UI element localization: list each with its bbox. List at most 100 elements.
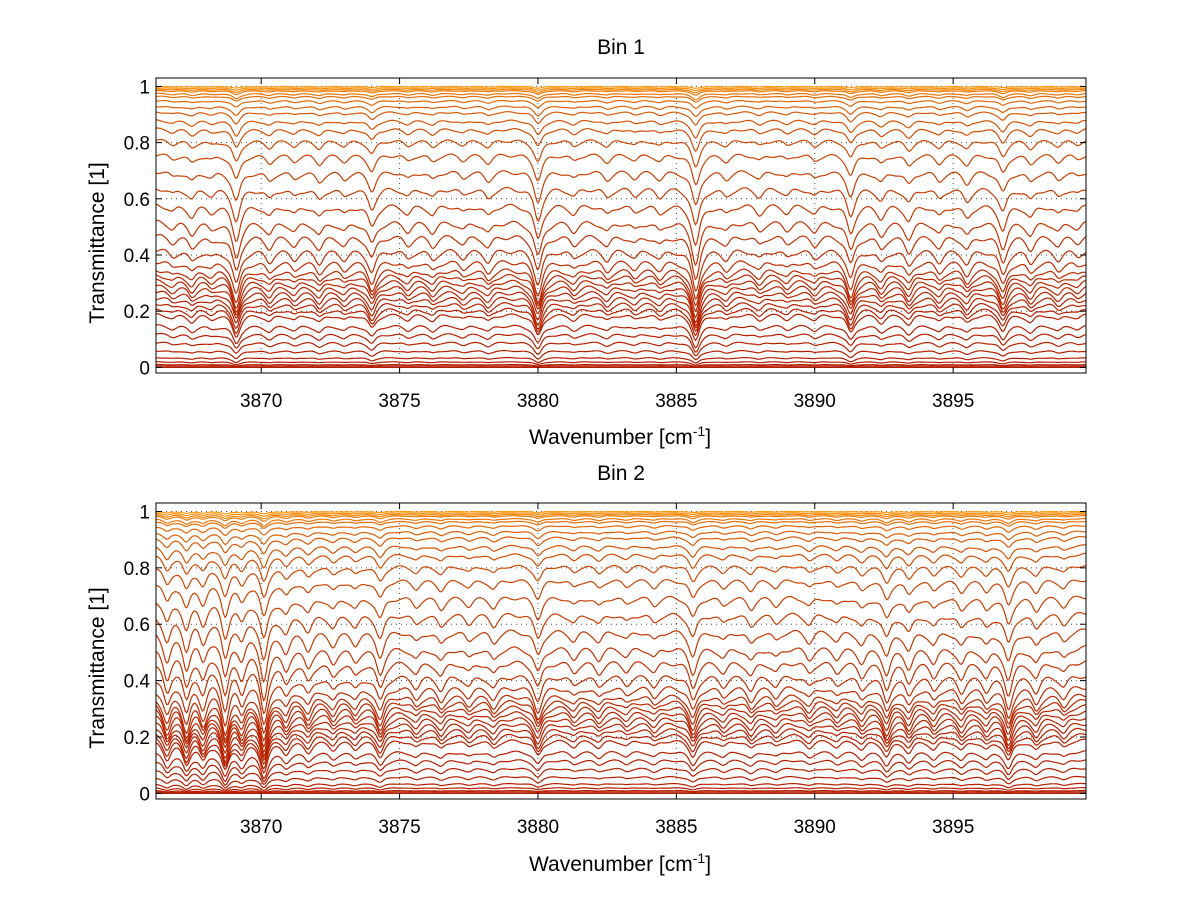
- bin-1-series-37: [156, 87, 1086, 92]
- bin-1-title: Bin 1: [597, 36, 645, 59]
- bin-2-xlabel: Wavenumber [cm-1]: [529, 850, 711, 876]
- bin-1-series-3: [156, 363, 1086, 367]
- bin-2-title: Bin 2: [597, 462, 645, 485]
- bin-1-series-22: [155, 219, 1087, 267]
- bin-2-xtick-label-5: 3895: [932, 817, 974, 838]
- bin-2-ytick-label-4: 0.8: [124, 559, 150, 580]
- bin-2-series-38: [156, 510, 1086, 515]
- bin-2-series-10: [155, 738, 1087, 774]
- bin-1-series-7: [155, 341, 1087, 357]
- bin-2-series-28: [155, 552, 1087, 582]
- bin-1-series-31: [155, 105, 1086, 118]
- bin-1-series-33: [155, 95, 1087, 103]
- bin-2-xtick-label-0: 3870: [240, 817, 282, 838]
- bin-1-series-36: [156, 88, 1086, 94]
- bin-1-series-38: [156, 85, 1087, 89]
- bin-2-ytick-label-0: 0: [139, 784, 150, 805]
- bin-1-ytick-label-3: 0.6: [124, 190, 150, 211]
- bin-2-ytick-label-2: 0.4: [124, 672, 151, 693]
- bin-2-series-4: [155, 786, 1086, 793]
- bin-1-axes-frame: [155, 77, 1087, 374]
- bin-2-series-24: [155, 611, 1087, 662]
- bin-1-series-30: [155, 111, 1087, 126]
- bin-1-ytick-label-0: 0: [139, 358, 150, 379]
- bin-1-series-18: [155, 268, 1087, 307]
- bin-1-ytick-label-1: 0.2: [124, 302, 150, 323]
- bin-2-series-21: [155, 660, 1087, 715]
- bin-1-series-8: [155, 332, 1087, 353]
- bin-2-series-29: [155, 544, 1087, 569]
- bin-2-series-23: [155, 628, 1087, 684]
- bin-1-series-24: [155, 186, 1087, 226]
- bin-1-series-12: [155, 302, 1086, 332]
- bin-2-series-34: [155, 517, 1087, 527]
- bin-1-series-35: [155, 89, 1086, 96]
- bin-2-series-25: [155, 595, 1087, 641]
- bin-2-plot-area: [155, 510, 1087, 794]
- bin-2-series-18: [155, 693, 1087, 742]
- bin-1-series-19: [155, 260, 1087, 300]
- bin-1-series-23: [155, 203, 1086, 247]
- bin-1-ytick-label-4: 0.8: [124, 134, 150, 155]
- bin-1-xtick-label-4: 3890: [794, 391, 836, 412]
- bin-2-series-33: [155, 520, 1087, 529]
- bin-2-series-35: [155, 515, 1086, 522]
- bin-2-series-27: [155, 564, 1087, 598]
- bin-2-series-8: [155, 759, 1087, 783]
- bin-2-xtick-label-3: 3885: [655, 817, 697, 838]
- bin-2-series-6: [155, 775, 1086, 789]
- bin-2-xtick-label-2: 3880: [517, 817, 559, 838]
- bin-1-series-34: [155, 92, 1087, 101]
- bin-1-xtick-label-1: 3875: [378, 391, 420, 412]
- bin-2-panel: Bin 2 Transmittance [1] Wavenumber [cm-1…: [86, 462, 1087, 876]
- bin-1-xtick-label-5: 3895: [932, 391, 974, 412]
- bin-2-series-7: [155, 767, 1087, 786]
- bin-1-series-20: [155, 248, 1087, 292]
- bin-1-xtick-label-0: 3870: [240, 391, 282, 412]
- bin-1-series-11: [155, 307, 1087, 337]
- bin-2-xtick-label-4: 3890: [794, 817, 836, 838]
- bin-2-series-3: [155, 789, 1086, 794]
- bin-2-series-22: [155, 645, 1087, 702]
- bin-2-ytick-label-5: 1: [139, 502, 150, 523]
- bin-1-series-17: [155, 273, 1087, 313]
- bin-2-series-32: [155, 525, 1087, 537]
- bin-2-series-5: [155, 782, 1087, 792]
- bin-2-series-17: [155, 698, 1087, 749]
- bin-1-series-28: [155, 127, 1087, 152]
- bin-2-series-11: [155, 733, 1087, 770]
- bin-2-ytick-label-3: 0.6: [124, 615, 150, 636]
- bin-1-series-32: [155, 100, 1087, 109]
- bin-2-series-9: [155, 750, 1087, 780]
- bin-2-axes-frame: [155, 502, 1087, 800]
- bin-1-series-21: [155, 233, 1087, 281]
- bin-2-series-2: [156, 791, 1086, 794]
- bin-1-series-15: [155, 284, 1087, 324]
- bin-1-xtick-label-2: 3880: [517, 391, 559, 412]
- bin-1-panel: Bin 1 Transmittance [1] Wavenumber [cm-1…: [86, 36, 1087, 449]
- bin-1-series-2: [156, 365, 1086, 368]
- bin-1-series-13: [155, 296, 1087, 329]
- bin-2-ytick-label-1: 0.2: [124, 728, 150, 749]
- bin-2-ylabel: Transmittance [1]: [86, 587, 109, 748]
- bin-2-series-37: [155, 512, 1086, 517]
- bin-2-series-20: [155, 675, 1087, 728]
- bin-2-series-13: [155, 722, 1087, 764]
- bin-1-series-29: [155, 119, 1087, 139]
- bin-1-ytick-label-5: 1: [139, 77, 150, 98]
- bin-1-series-6: [155, 349, 1087, 361]
- bin-1-series-10: [155, 312, 1087, 342]
- bin-1-series-14: [155, 290, 1087, 327]
- bin-1-series-25: [155, 170, 1087, 206]
- bin-2-xtick-label-1: 3875: [378, 817, 420, 838]
- bin-2-series-31: [155, 530, 1087, 546]
- bin-1-series-9: [155, 324, 1087, 349]
- bin-1-series-27: [155, 138, 1087, 168]
- bin-1-series-26: [155, 153, 1087, 186]
- bin-1-ytick-label-2: 0.4: [124, 246, 151, 267]
- bin-2-series-12: [155, 727, 1087, 766]
- bin-2-series-26: [155, 579, 1087, 619]
- bin-2-series-19: [155, 686, 1087, 737]
- bin-2-series-15: [155, 710, 1087, 757]
